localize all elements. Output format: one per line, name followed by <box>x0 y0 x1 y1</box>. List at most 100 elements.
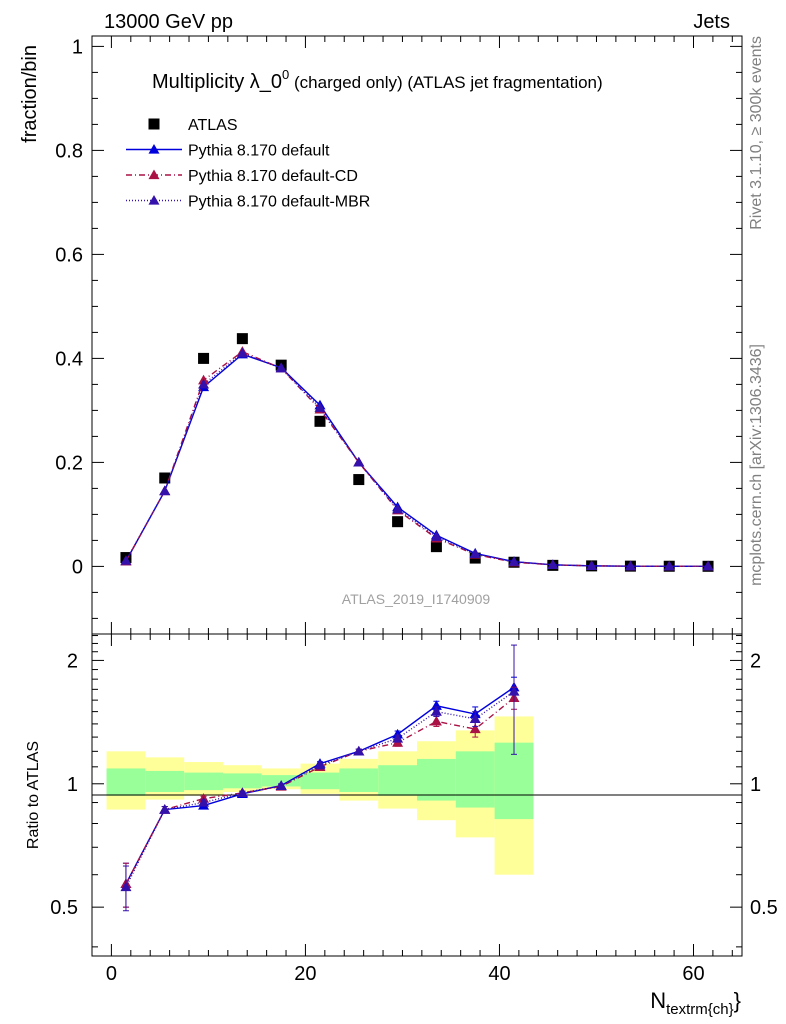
series-point-3 <box>430 531 442 541</box>
x-tick-label: 40 <box>488 963 510 985</box>
ratio-point-2 <box>198 797 210 807</box>
legend-marker-1 <box>148 144 160 154</box>
series-line-1 <box>125 353 709 567</box>
green-band-bin <box>339 768 379 792</box>
series-point-3 <box>120 555 132 565</box>
green-band-bin <box>378 765 417 796</box>
green-band-bin <box>417 758 456 801</box>
main-y-tick-label: 1 <box>72 36 83 58</box>
atlas-data-point <box>198 352 210 364</box>
series-point-3 <box>624 560 636 571</box>
ratio-point-2 <box>314 759 326 770</box>
ratio-point-2 <box>275 780 287 791</box>
atlas-data-point <box>353 474 365 486</box>
x-axis-label-main: N <box>650 988 666 1013</box>
main-panel: 0 0.2 0.4 0.6 0.8 1 fraction/bin Multiplicity… <box>19 35 743 635</box>
chart-title-suffix: (charged only) (ATLAS jet fragmentation) <box>289 73 602 92</box>
series-point-3 <box>392 503 404 514</box>
series-point-3 <box>198 378 210 389</box>
ratio-y-tick-label-right: 1 <box>750 774 761 796</box>
series-point-3 <box>469 548 481 559</box>
ratio-y-tick-label-right: 2 <box>750 650 761 672</box>
legend-marker-2 <box>148 169 160 180</box>
ratio-y-label: Ratio to ATLAS <box>25 741 42 849</box>
x-axis-label-sub: textrm{ch} <box>666 1001 734 1018</box>
series-point-3 <box>236 347 248 358</box>
green-band-bin <box>145 770 185 792</box>
ratio-point-1 <box>469 723 481 734</box>
green-band-bin <box>222 773 262 789</box>
green-band-bin <box>455 751 495 808</box>
legend-label-0: ATLAS <box>188 117 238 134</box>
ratio-y-tick-label: 2 <box>67 650 78 672</box>
ratio-point-2 <box>353 745 365 756</box>
ratio-y-tick-label: 0.5 <box>50 897 78 919</box>
x-tick-label: 60 <box>682 963 704 985</box>
legend-marker-atlas <box>148 118 160 130</box>
atlas-data-point <box>392 516 404 528</box>
main-y-tick-label: 0.2 <box>55 452 83 474</box>
chart-title-main: Multiplicity λ_0 <box>152 71 282 93</box>
ratio-point-2 <box>159 804 171 814</box>
main-y-tick-label: 0.8 <box>55 140 83 162</box>
mcplots-label: mcplots.cern.ch [arXiv:1306.3436] <box>748 344 765 586</box>
chart-title-sup: 0 <box>282 67 289 82</box>
ratio-panel: 0.5 0.5 1 1 2 2 0 20 40 60 Ratio to ATLAS Ntextr… <box>25 633 778 1018</box>
legend-label-2: Pythia 8.170 default-CD <box>188 168 358 185</box>
green-band-bin <box>106 768 146 796</box>
main-y-label: fraction/bin <box>19 45 41 143</box>
ratio-bands-layer <box>106 716 534 875</box>
main-series-layer <box>120 333 714 572</box>
chart-title: Multiplicity λ_00 (charged only) (ATLAS … <box>152 67 603 93</box>
ratio-point-2 <box>392 732 404 743</box>
atlas-data-point <box>314 415 326 427</box>
atlas-data-point <box>430 541 442 553</box>
green-band-bin <box>494 742 534 820</box>
legend-label-3: Pythia 8.170 default-MBR <box>188 194 370 211</box>
ratio-frame <box>91 633 743 957</box>
rivet-label: Rivet 3.1.10, ≥ 300k events <box>748 36 765 230</box>
ratio-x-ticks: 0 20 40 60 <box>106 634 733 985</box>
main-y-tick-label: 0.6 <box>55 244 83 266</box>
ratio-y-ticks: 0.5 0.5 1 1 2 2 <box>50 635 778 948</box>
series-point-3 <box>314 402 326 412</box>
series-point-3 <box>663 560 675 571</box>
series-point-3 <box>353 456 365 467</box>
ratio-series-layer <box>120 644 520 912</box>
legend: ATLAS Pythia 8.170 default Pythia 8.170 de… <box>126 117 370 211</box>
ratio-y-tick-label: 1 <box>67 774 78 796</box>
series-line-2 <box>125 350 709 567</box>
ratio-point-2 <box>508 685 520 696</box>
ratio-point-1 <box>430 715 442 726</box>
x-axis-label: Ntextrm{ch}} <box>650 988 741 1018</box>
x-axis-label-suffix: } <box>734 988 741 1013</box>
legend-label-1: Pythia 8.170 default <box>188 143 330 160</box>
series-point-3 <box>159 485 171 496</box>
main-x-ticks <box>110 36 733 634</box>
ratio-point-2 <box>430 706 442 716</box>
green-band-bin <box>184 772 223 791</box>
main-y-tick-label: 0 <box>72 556 83 578</box>
series-point-3 <box>275 362 287 373</box>
header-right: Jets <box>693 11 730 33</box>
series-point-3 <box>547 559 559 569</box>
series-point-3 <box>508 556 520 566</box>
atlas-data-point <box>236 333 248 345</box>
main-y-ticks: 0 0.2 0.4 0.6 0.8 1 <box>55 36 742 619</box>
series-line-3 <box>125 352 709 567</box>
main-y-tick-label: 0.4 <box>55 348 83 370</box>
legend-marker-3 <box>148 195 160 205</box>
ratio-y-tick-label-right: 0.5 <box>750 897 778 919</box>
ratio-point-2 <box>469 713 481 724</box>
atlas-data-point <box>159 472 171 484</box>
ratio-point-0 <box>430 700 442 710</box>
green-band-bin <box>300 772 340 790</box>
series-point-3 <box>586 560 598 571</box>
ratio-point-2 <box>236 787 248 798</box>
ratio-point-2 <box>120 881 132 892</box>
x-tick-label: 0 <box>106 963 117 985</box>
watermark-label: ATLAS_2019_I1740909 <box>342 591 491 607</box>
series-point-3 <box>702 560 714 571</box>
x-tick-label: 20 <box>294 963 316 985</box>
